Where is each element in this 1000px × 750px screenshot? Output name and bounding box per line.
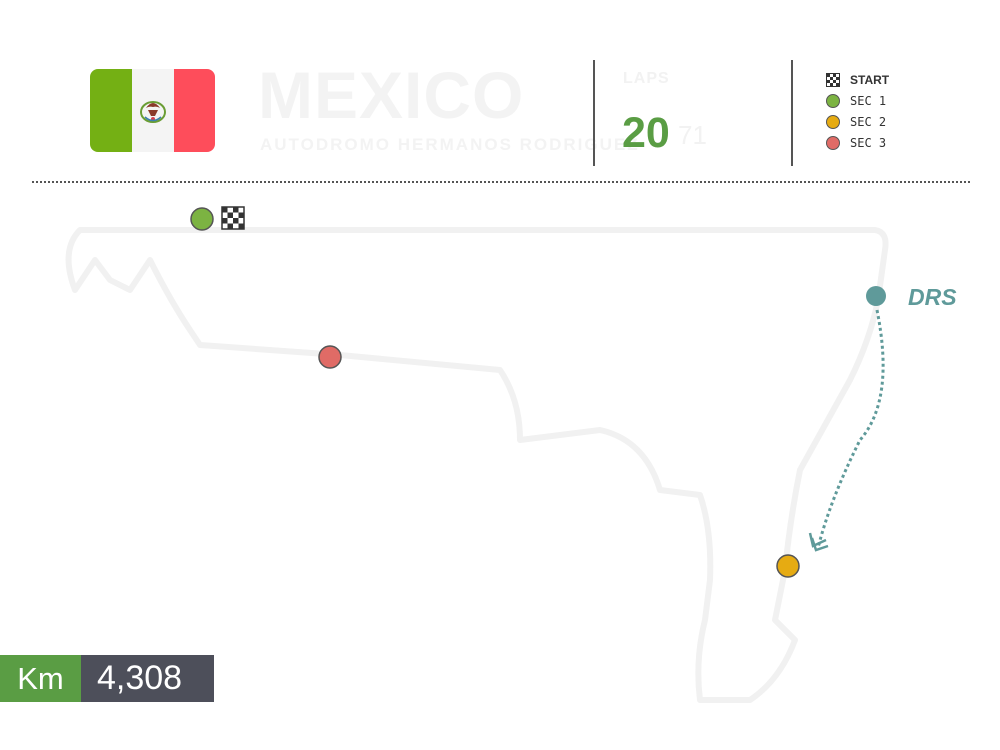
start-flag-icon xyxy=(221,206,245,230)
drs-point-marker xyxy=(866,286,886,306)
laps-total: 71 xyxy=(678,120,707,150)
header-divider-2 xyxy=(791,60,793,166)
legend-item-start: START xyxy=(826,72,889,88)
sector-3-marker xyxy=(318,345,342,369)
sector-1-marker-icon xyxy=(826,94,840,108)
checkered-flag-icon xyxy=(826,73,840,87)
legend-item-sec2: SEC 2 xyxy=(826,114,886,130)
laps-label: LAPS xyxy=(623,70,670,87)
drs-label: DRS xyxy=(908,284,957,310)
mexico-flag xyxy=(90,69,215,152)
sector-1-marker xyxy=(190,207,214,231)
drs-arrow-head-icon xyxy=(808,532,829,552)
length-unit: Km xyxy=(0,655,81,702)
track-length-box: Km 4,308 xyxy=(0,655,214,702)
coat-of-arms-icon xyxy=(140,101,166,123)
flag-red-stripe xyxy=(174,69,215,152)
legend-item-sec3: SEC 3 xyxy=(826,135,886,151)
legend-label-sec1: SEC 1 xyxy=(850,94,887,108)
legend-item-sec1: SEC 1 xyxy=(826,93,886,109)
legend-label-sec3: SEC 3 xyxy=(850,136,887,150)
circuit-name: AUTODROMO HERMANOS RODRIGUEZ xyxy=(260,135,640,154)
dotted-separator xyxy=(32,181,970,183)
legend-label-start: START xyxy=(850,73,890,87)
sector-2-marker-icon xyxy=(826,115,840,129)
sector-3-marker-icon xyxy=(826,136,840,150)
drs-arrow-line xyxy=(816,309,885,549)
header-divider-1 xyxy=(593,60,595,166)
flag-green-stripe xyxy=(90,69,132,152)
track-map xyxy=(65,206,889,703)
country-name: MEXICO xyxy=(258,58,525,132)
length-value: 4,308 xyxy=(81,655,214,702)
legend-label-sec2: SEC 2 xyxy=(850,115,887,129)
sector-2-marker xyxy=(776,554,800,578)
track-outline xyxy=(65,227,889,703)
laps-value: 20 xyxy=(622,109,670,157)
